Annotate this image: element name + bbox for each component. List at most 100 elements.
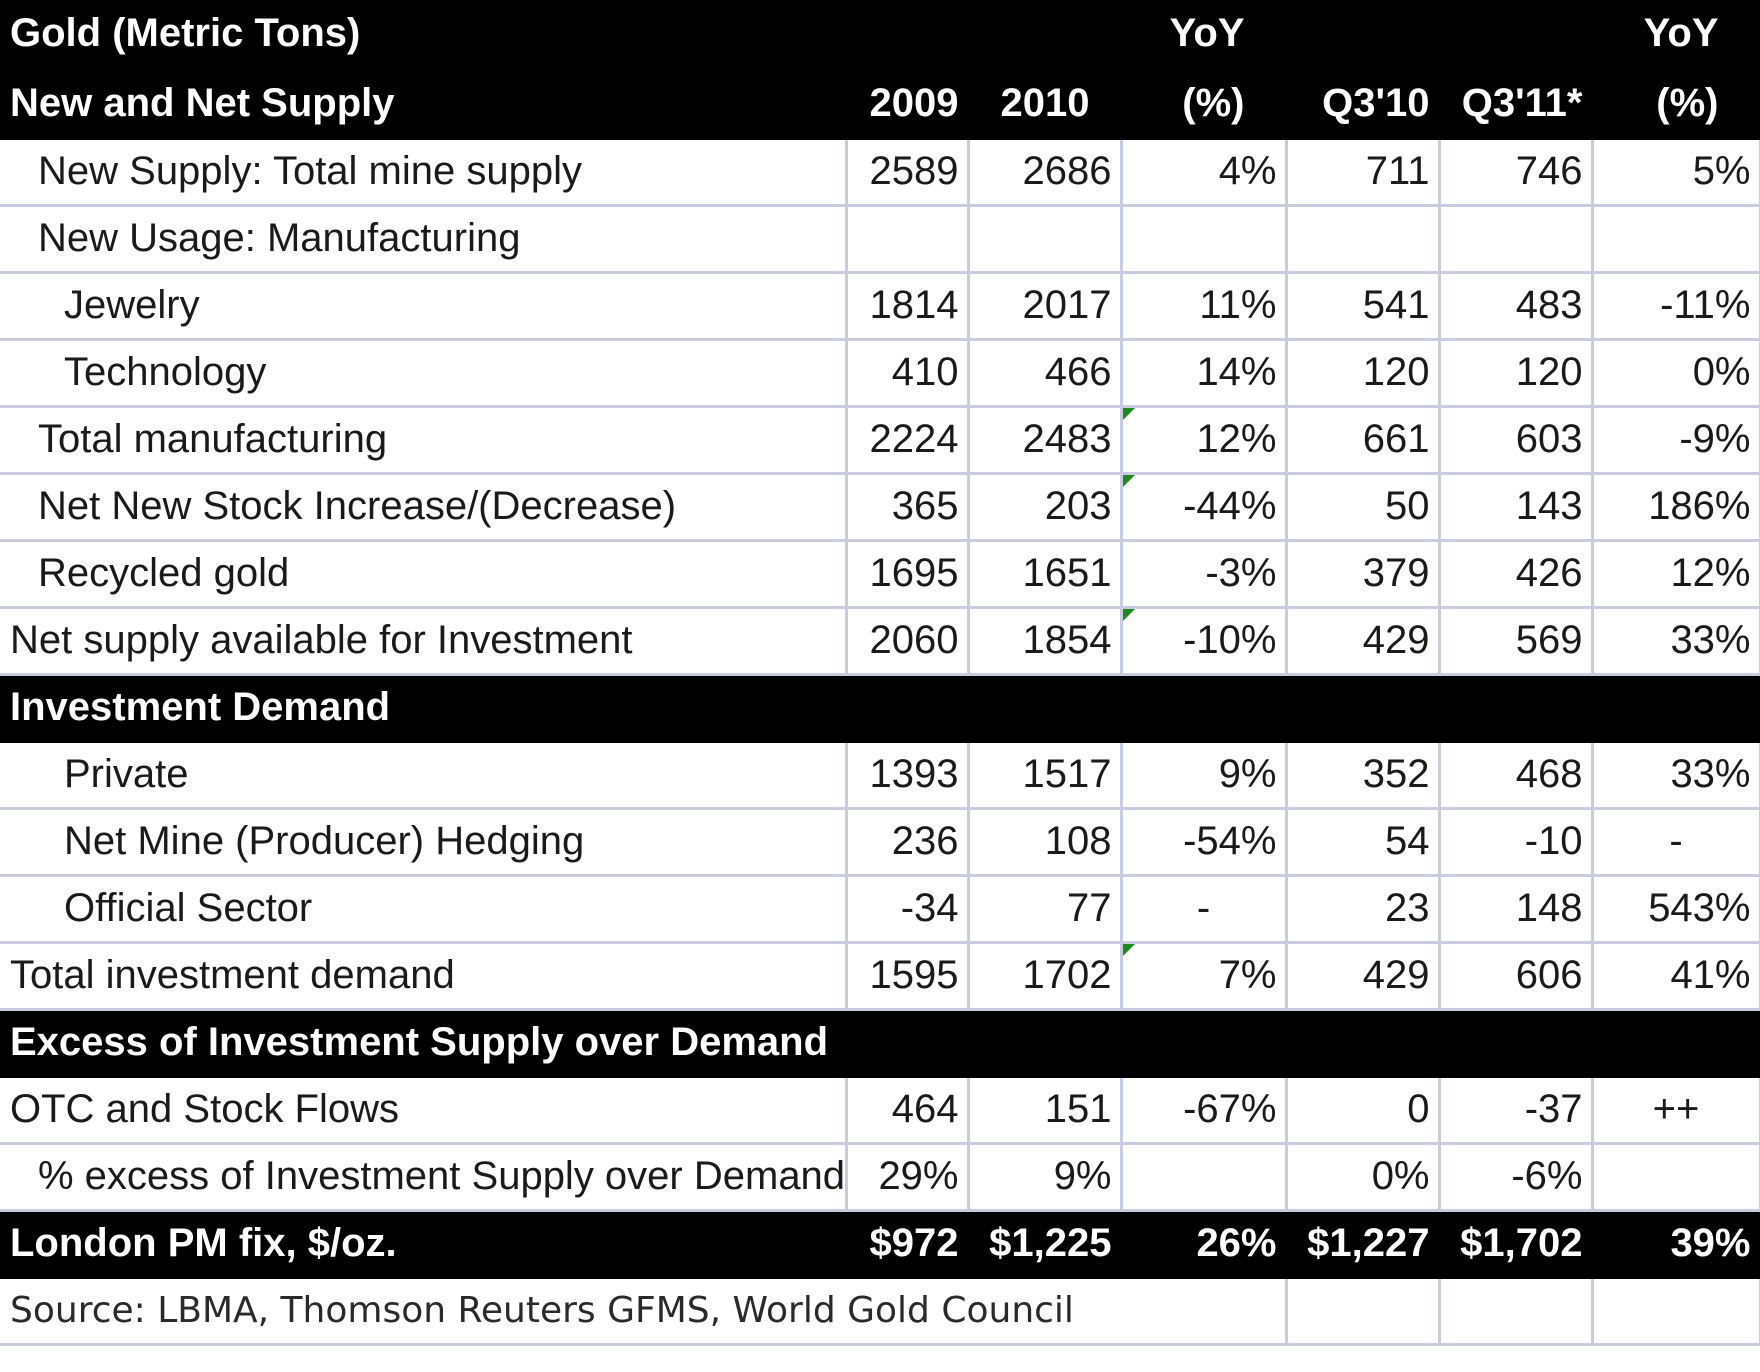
table-row: Technology 410 466 14% 120 120 0%	[0, 339, 1760, 408]
table-cell: -	[1121, 875, 1288, 944]
table-cell: -11%	[1592, 272, 1760, 341]
table-cell: 468	[1439, 741, 1594, 810]
table-cell: 429	[1286, 942, 1441, 1011]
table-cell: 365	[846, 473, 970, 542]
table-cell: 0%	[1592, 339, 1760, 408]
table-cell: 9%	[968, 1143, 1123, 1212]
table-cell: -3%	[1121, 540, 1288, 609]
table-cell: 661	[1286, 406, 1441, 475]
table-row: % excess of Investment Supply over Deman…	[0, 1143, 1760, 1212]
table-cell	[1592, 205, 1760, 274]
table-cell	[846, 674, 970, 743]
header-yoy-quarterly: YoY	[1592, 0, 1760, 71]
table-cell: -37	[1439, 1076, 1594, 1145]
table-cell: $972	[846, 1210, 970, 1279]
table-cell: 186%	[1592, 473, 1760, 542]
table-cell: 11%	[1121, 272, 1288, 341]
table-cell: -34	[846, 875, 970, 944]
table-cell: 466	[968, 339, 1123, 408]
header-yoy-annual: YoY	[1121, 0, 1288, 71]
header-cell	[846, 0, 970, 71]
column-header-q3-11: Q3'11*	[1439, 69, 1594, 140]
table-cell: 26%	[1121, 1210, 1288, 1279]
table-cell: 203	[968, 473, 1123, 542]
row-label: Total investment demand	[0, 942, 848, 1011]
table-cell: 603	[1439, 406, 1594, 475]
table-cell: 143	[1439, 473, 1594, 542]
table-row: New Supply: Total mine supply 2589 2686 …	[0, 138, 1760, 207]
table-row: Net New Stock Increase/(Decrease) 365 20…	[0, 473, 1760, 542]
table-cell: 1814	[846, 272, 970, 341]
table-cell: 379	[1286, 540, 1441, 609]
table-cell	[1439, 1277, 1594, 1346]
table-cell: 108	[968, 808, 1123, 877]
table-cell: 120	[1286, 339, 1441, 408]
table-cell: 120	[1439, 339, 1594, 408]
header-cell	[1439, 0, 1594, 71]
row-label: Total manufacturing	[0, 406, 848, 475]
table-row: Jewelry 1814 2017 11% 541 483 -11%	[0, 272, 1760, 341]
table-cell: -6%	[1439, 1143, 1594, 1212]
table-cell: 1695	[846, 540, 970, 609]
table-cell: 1854	[968, 607, 1123, 676]
row-label: London PM fix, $/oz.	[0, 1210, 848, 1279]
table-cell: 711	[1286, 138, 1441, 207]
header-row-1: Gold (Metric Tons) YoY YoY	[0, 0, 1760, 71]
table-cell: 12%	[1592, 540, 1760, 609]
header-cell	[1286, 0, 1441, 71]
table-cell	[1592, 1277, 1760, 1346]
section-title: New and Net Supply	[0, 69, 848, 140]
table-cell: 1393	[846, 741, 970, 810]
table-cell: 41%	[1592, 942, 1760, 1011]
table-cell: $1,225	[968, 1210, 1123, 1279]
table-title: Gold (Metric Tons)	[0, 0, 848, 71]
table-row: Private 1393 1517 9% 352 468 33%	[0, 741, 1760, 810]
table-cell	[1121, 674, 1288, 743]
table-cell: 2224	[846, 406, 970, 475]
table-cell: 12%	[1121, 406, 1288, 475]
table-cell: 77	[968, 875, 1123, 944]
header-row-2: New and Net Supply 2009 2010 (%) Q3'10 Q…	[0, 69, 1760, 140]
column-header-yoy: (%)	[1121, 69, 1288, 140]
table-cell: 429	[1286, 607, 1441, 676]
table-cell: 148	[1439, 875, 1594, 944]
table-cell: 236	[846, 808, 970, 877]
table-cell: -10%	[1121, 607, 1288, 676]
row-label: Net supply available for Investment	[0, 607, 848, 676]
column-header-2010: 2010	[968, 69, 1123, 140]
section-title: Excess of Investment Supply over Demand	[0, 1009, 1760, 1078]
column-header-yoy-q: (%)	[1592, 69, 1760, 140]
table-cell: 9%	[1121, 741, 1288, 810]
table-cell	[846, 205, 970, 274]
table-row: Official Sector -34 77 - 23 148 543%	[0, 875, 1760, 944]
table-cell: 2060	[846, 607, 970, 676]
table-cell: -10	[1439, 808, 1594, 877]
source-note: Source: LBMA, Thomson Reuters GFMS, Worl…	[0, 1277, 1288, 1346]
table-cell: 39%	[1592, 1210, 1760, 1279]
table-cell: 569	[1439, 607, 1594, 676]
table-cell	[1121, 1143, 1288, 1212]
section-title: Investment Demand	[0, 674, 848, 743]
table-cell	[1592, 1143, 1760, 1212]
section-header-row: Investment Demand	[0, 674, 1760, 743]
table-cell: 29%	[846, 1143, 970, 1212]
row-label: New Supply: Total mine supply	[0, 138, 848, 207]
table-cell: 54	[1286, 808, 1441, 877]
source-row: Source: LBMA, Thomson Reuters GFMS, Worl…	[0, 1277, 1760, 1346]
row-label: Private	[0, 741, 848, 810]
table-cell: 151	[968, 1076, 1123, 1145]
table-cell: 14%	[1121, 339, 1288, 408]
table-cell: 410	[846, 339, 970, 408]
header-cell	[968, 0, 1123, 71]
table-cell: 1651	[968, 540, 1123, 609]
row-label: Technology	[0, 339, 848, 408]
table-cell: -54%	[1121, 808, 1288, 877]
table-row: Net Mine (Producer) Hedging 236 108 -54%…	[0, 808, 1760, 877]
table-cell: 33%	[1592, 741, 1760, 810]
table-cell: -67%	[1121, 1076, 1288, 1145]
table-cell: 5%	[1592, 138, 1760, 207]
table-row: Total investment demand 1595 1702 7% 429…	[0, 942, 1760, 1011]
row-label: OTC and Stock Flows	[0, 1076, 848, 1145]
table-cell: 50	[1286, 473, 1441, 542]
